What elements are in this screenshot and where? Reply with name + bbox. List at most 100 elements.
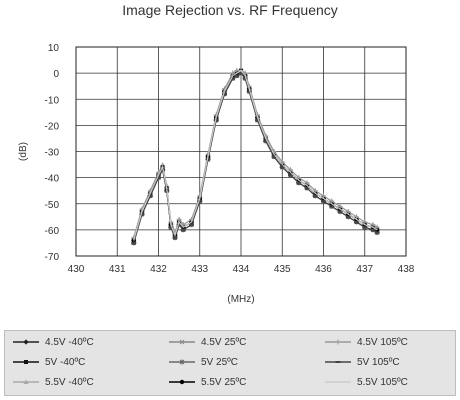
legend-label: 4.5V 25ºC (201, 336, 247, 348)
data-point (189, 223, 194, 226)
legend-swatch (325, 381, 351, 383)
x-tick-label: 432 (150, 264, 167, 275)
legend-item: 4.5V 105ºC (323, 334, 408, 350)
legend-item: 5V -40ºC (11, 354, 85, 370)
data-point (255, 119, 260, 122)
data-point (362, 219, 368, 225)
legend-item: 4.5V -40ºC (11, 334, 94, 350)
data-point (230, 77, 236, 80)
data-point (345, 215, 351, 218)
data-point (246, 90, 252, 93)
data-point (147, 194, 153, 197)
data-point (263, 140, 269, 143)
data-point (312, 194, 318, 197)
data-point (321, 193, 326, 199)
series-line (133, 69, 378, 241)
data-point (131, 241, 137, 244)
chart: 430 431 432 433 434 435 436 437 438 10 0 -10 -20 -30 -… (18, 43, 415, 305)
y-tick-label: 0 (53, 69, 59, 80)
data-point (304, 180, 310, 186)
series-6 (131, 68, 380, 243)
legend-item: 5.5V 105ºC (323, 374, 408, 390)
series-4 (131, 68, 380, 243)
y-tick-label: -50 (45, 200, 60, 211)
data-point (362, 226, 368, 229)
legend-swatch (13, 379, 39, 384)
series-9 (133, 69, 378, 241)
data-point (296, 175, 302, 181)
data-point (370, 222, 376, 228)
data-point (197, 200, 203, 203)
legend-swatch-marker (335, 361, 341, 363)
grid (75, 46, 407, 257)
data-point (288, 167, 293, 173)
legend-swatch (169, 379, 195, 385)
x-tick-label: 433 (191, 264, 208, 275)
data-point (329, 205, 335, 208)
data-point (139, 213, 145, 216)
data-point (168, 226, 174, 229)
data-point (296, 181, 302, 184)
legend-swatch-marker (23, 339, 29, 345)
legend: 4.5V -40ºC 5V -40ºC 5.5V -40ºC 4.5V 25ºC 5V … (4, 330, 456, 396)
y-tick-label: -70 (45, 252, 60, 263)
y-tick-label: -40 (45, 174, 60, 185)
data-point (345, 209, 351, 215)
data-point (304, 187, 310, 190)
data-point (337, 210, 343, 213)
legend-item: 4.5V 25ºC (167, 334, 246, 350)
x-tick-label: 434 (233, 264, 250, 275)
legend-item: 5.5V -40ºC (11, 374, 94, 390)
legend-label: 5V 105ºC (357, 356, 400, 368)
data-point (354, 214, 359, 220)
legend-label: 5.5V 105ºC (357, 376, 408, 388)
legend-label: 5.5V -40ºC (45, 376, 94, 388)
legend-swatch-marker (23, 379, 29, 384)
legend-swatch (325, 339, 351, 345)
x-tick-label: 435 (274, 264, 291, 275)
legend-item: 5.5V 25ºC (167, 374, 246, 390)
data-point (279, 166, 285, 169)
series-3 (131, 67, 380, 240)
data-point (374, 224, 380, 230)
legend-swatch-marker (179, 379, 185, 385)
y-tick-label: 10 (48, 43, 60, 54)
legend-swatch (169, 339, 195, 345)
x-tick-label: 431 (109, 264, 126, 275)
legend-swatch-marker (24, 360, 28, 364)
data-point (213, 119, 219, 122)
data-point (222, 93, 227, 96)
legend-swatch-marker (179, 339, 185, 345)
data-point (230, 70, 236, 76)
chart-title: Image Rejection vs. RF Frequency (122, 2, 338, 18)
x-tick-label: 438 (398, 264, 415, 275)
data-point (312, 188, 318, 194)
data-point (242, 77, 248, 80)
series-5 (131, 70, 380, 246)
y-tick-label: -60 (45, 226, 60, 237)
legend-swatch (325, 361, 351, 363)
data-point (321, 200, 326, 203)
y-tick-label: -30 (45, 148, 60, 159)
series-2 (131, 71, 380, 245)
legend-swatch (169, 359, 195, 365)
data-point (288, 174, 293, 177)
legend-swatch-marker (335, 339, 341, 345)
data-point (354, 221, 359, 224)
data-point (271, 155, 277, 158)
legend-swatch-marker (179, 359, 185, 365)
data-point (337, 203, 343, 209)
data-point (176, 223, 182, 226)
y-axis-label: (dB) (18, 142, 29, 161)
data-point (180, 228, 186, 231)
series-group (131, 67, 380, 246)
data-point (172, 236, 178, 239)
y-tick-label: -20 (45, 121, 60, 132)
legend-label: 4.5V -40ºC (45, 336, 94, 348)
series-1 (131, 67, 380, 243)
legend-label: 5V 25ºC (201, 356, 239, 368)
tick-labels: 430 431 432 433 434 435 436 437 438 10 0 -10 -20 -30 -… (45, 43, 415, 275)
legend-swatch (13, 360, 39, 364)
data-point (156, 176, 161, 179)
data-point (234, 74, 240, 77)
